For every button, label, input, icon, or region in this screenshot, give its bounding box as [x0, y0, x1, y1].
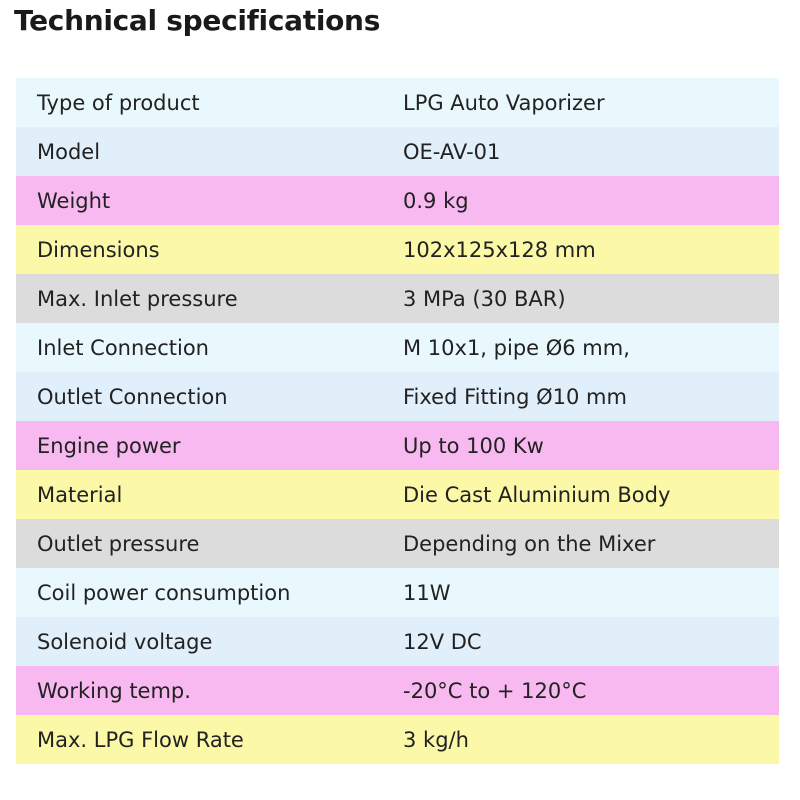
- spec-label: Model: [37, 139, 101, 164]
- spec-table: Type of product LPG Auto Vaporizer Model OE…: [16, 78, 779, 764]
- spec-value: Die Cast Aluminium Body: [403, 482, 671, 507]
- table-row: Max. Inlet pressure 3 MPa (30 BAR): [16, 274, 779, 323]
- table-row: Working temp. -20°C to + 120°C: [16, 666, 779, 715]
- spec-value: Up to 100 Kw: [403, 433, 544, 458]
- table-row: Outlet pressure Depending on the Mixer: [16, 519, 779, 568]
- spec-label: Max. Inlet pressure: [37, 286, 238, 311]
- spec-label: Coil power consumption: [37, 580, 291, 605]
- spec-label: Weight: [37, 188, 111, 213]
- table-row: Dimensions 102x125x128 mm: [16, 225, 779, 274]
- table-row: Inlet Connection M 10x1, pipe Ø6 mm,: [16, 323, 779, 372]
- spec-value: 12V DC: [403, 629, 482, 654]
- spec-label: Outlet pressure: [37, 531, 200, 556]
- spec-value: Fixed Fitting Ø10 mm: [403, 384, 627, 409]
- spec-label: Dimensions: [37, 237, 160, 262]
- spec-label: Engine power: [37, 433, 181, 458]
- table-row: Engine power Up to 100 Kw: [16, 421, 779, 470]
- spec-value: 3 MPa (30 BAR): [403, 286, 566, 311]
- spec-label: Max. LPG Flow Rate: [37, 727, 244, 752]
- spec-value: M 10x1, pipe Ø6 mm,: [403, 335, 630, 360]
- spec-label: Outlet Connection: [37, 384, 228, 409]
- spec-label: Type of product: [37, 90, 200, 115]
- spec-label: Solenoid voltage: [37, 629, 213, 654]
- table-row: Material Die Cast Aluminium Body: [16, 470, 779, 519]
- spec-label: Material: [37, 482, 123, 507]
- table-row: Max. LPG Flow Rate 3 kg/h: [16, 715, 779, 764]
- spec-value: -20°C to + 120°C: [403, 678, 587, 703]
- spec-value: Depending on the Mixer: [403, 531, 656, 556]
- table-row: Weight 0.9 kg: [16, 176, 779, 225]
- table-row: Coil power consumption 11W: [16, 568, 779, 617]
- spec-label: Inlet Connection: [37, 335, 209, 360]
- spec-value: 0.9 kg: [403, 188, 469, 213]
- table-row: Model OE-AV-01: [16, 127, 779, 176]
- table-row: Outlet Connection Fixed Fitting Ø10 mm: [16, 372, 779, 421]
- table-row: Solenoid voltage 12V DC: [16, 617, 779, 666]
- spec-value: 3 kg/h: [403, 727, 469, 752]
- spec-value: 102x125x128 mm: [403, 237, 596, 262]
- spec-label: Working temp.: [37, 678, 191, 703]
- table-row: Type of product LPG Auto Vaporizer: [16, 78, 779, 127]
- spec-value: LPG Auto Vaporizer: [403, 90, 605, 115]
- spec-value: OE-AV-01: [403, 139, 501, 164]
- spec-value: 11W: [403, 580, 451, 605]
- title: Technical specifications: [14, 4, 381, 37]
